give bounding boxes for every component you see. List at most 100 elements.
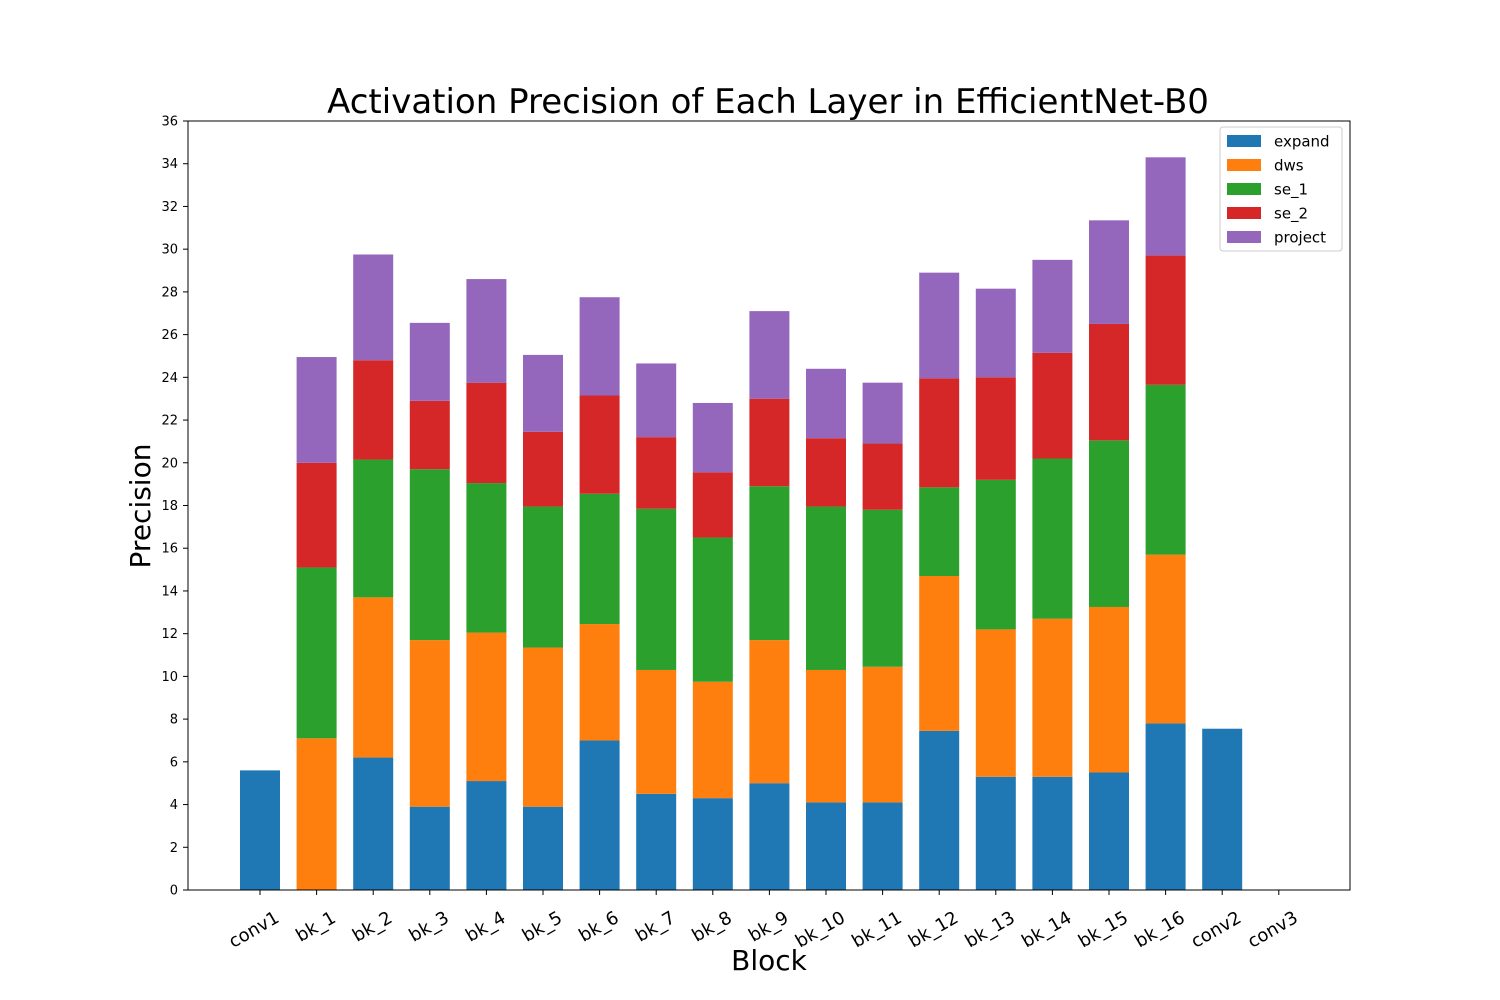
bar-expand-bk_15 [1089, 772, 1129, 890]
bar-expand-bk_4 [466, 781, 507, 890]
bar-expand-bk_2 [353, 757, 394, 890]
y-tick-label: 24 [161, 371, 178, 386]
bar-project-bk_13 [975, 288, 1016, 378]
bar-se_2-bk_8 [692, 472, 733, 538]
y-axis-label: Precision [124, 444, 157, 569]
bar-expand-bk_3 [409, 806, 450, 890]
legend-label-se_1: se_1 [1274, 181, 1308, 200]
y-tick-label: 8 [170, 713, 178, 728]
bar-se_2-bk_16 [1145, 255, 1186, 385]
bar-expand-bk_12 [919, 730, 960, 890]
bar-se_1-bk_13 [975, 479, 1016, 630]
bar-se_1-bk_11 [862, 509, 903, 667]
bar-se_1-bk_9 [749, 486, 790, 641]
x-tick-label: bk_4 [462, 907, 509, 946]
bar-dws-bk_11 [862, 666, 903, 803]
bar-expand-conv2 [1202, 728, 1243, 890]
bar-project-bk_1 [296, 357, 337, 463]
bar-se_1-bk_1 [296, 567, 337, 739]
bar-dws-bk_5 [523, 647, 563, 807]
bar-expand-bk_11 [862, 802, 903, 890]
legend-label-dws: dws [1274, 157, 1304, 175]
y-tick-label: 14 [161, 584, 178, 599]
bar-se_2-bk_2 [353, 360, 394, 460]
x-tick-label: bk_16 [1131, 907, 1188, 952]
x-axis-label: Block [731, 944, 808, 977]
y-tick-label: 28 [161, 285, 178, 300]
y-tick-label: 10 [161, 670, 178, 685]
bar-expand-bk_6 [579, 740, 620, 890]
bar-expand-bk_13 [975, 776, 1016, 890]
x-tick-label: bk_1 [292, 907, 339, 946]
legend-label-se_2: se_2 [1274, 205, 1308, 224]
bar-project-bk_3 [409, 322, 450, 401]
x-tick-label: bk_7 [632, 907, 679, 946]
x-tick-label: conv3 [1244, 907, 1302, 952]
legend-swatch-expand [1227, 135, 1261, 147]
bar-expand-bk_7 [636, 793, 677, 891]
bar-project-bk_10 [806, 368, 846, 439]
bar-dws-bk_3 [409, 640, 450, 807]
bar-se_2-bk_13 [975, 377, 1016, 480]
bar-se_1-bk_5 [523, 506, 563, 648]
bar-dws-bk_15 [1089, 606, 1129, 773]
x-tick-label: bk_9 [745, 907, 792, 946]
y-tick-label: 2 [170, 841, 178, 856]
bar-se_1-bk_15 [1089, 440, 1129, 607]
bar-se_2-bk_10 [806, 438, 846, 507]
x-tick-label: bk_3 [406, 907, 453, 946]
bar-expand-bk_8 [692, 798, 733, 890]
bar-project-bk_5 [523, 354, 563, 432]
bar-se_2-bk_3 [409, 400, 450, 470]
bar-se_1-bk_4 [466, 483, 507, 633]
y-tick-label: 36 [161, 115, 178, 130]
bar-project-bk_8 [692, 402, 733, 473]
bar-project-bk_11 [862, 382, 903, 444]
legend-swatch-se_1 [1227, 183, 1261, 195]
bar-se_1-bk_14 [1032, 458, 1073, 619]
bar-dws-bk_13 [975, 629, 1016, 777]
y-tick-label: 16 [161, 542, 178, 557]
y-tick-label: 20 [161, 456, 178, 471]
bar-project-bk_12 [919, 272, 960, 379]
legend-box [1219, 126, 1343, 252]
bar-dws-bk_7 [636, 669, 677, 794]
bar-se_2-bk_6 [579, 395, 620, 494]
bar-dws-bk_4 [466, 632, 507, 782]
x-tick-label: bk_2 [349, 907, 396, 946]
bar-dws-bk_1 [296, 738, 337, 890]
bar-se_1-bk_3 [409, 469, 450, 641]
x-tick-label: bk_11 [848, 907, 905, 952]
bar-se_2-bk_11 [862, 443, 903, 510]
bar-se_1-bk_7 [636, 508, 677, 670]
bar-expand-bk_16 [1145, 723, 1186, 890]
bar-se_1-bk_6 [579, 493, 620, 625]
bar-expand-bk_14 [1032, 776, 1073, 890]
x-tick-label: conv1 [225, 907, 283, 952]
x-tick-label: bk_5 [519, 907, 566, 946]
bar-expand-bk_9 [749, 783, 790, 890]
bar-project-bk_2 [353, 254, 394, 361]
bars [240, 157, 1243, 891]
legend-label-expand: expand [1274, 133, 1330, 151]
bar-expand-bk_10 [806, 802, 846, 890]
x-tick-label: bk_8 [689, 907, 736, 946]
legend-swatch-se_2 [1227, 207, 1261, 219]
bar-expand-conv1 [240, 770, 280, 890]
x-tick-label: bk_15 [1075, 907, 1132, 952]
bar-se_2-bk_4 [466, 382, 507, 484]
bar-se_2-bk_14 [1032, 352, 1073, 459]
y-tick-label: 18 [161, 499, 178, 514]
bar-project-bk_6 [579, 297, 620, 396]
y-tick-label: 0 [170, 884, 178, 899]
y-tick-label: 26 [161, 328, 178, 343]
bar-se_1-bk_16 [1145, 384, 1186, 555]
bar-project-bk_9 [749, 311, 790, 399]
bar-dws-bk_2 [353, 597, 394, 758]
x-tick-label: conv2 [1187, 907, 1245, 952]
bar-dws-bk_8 [692, 681, 733, 799]
x-tick-label: bk_12 [905, 907, 962, 952]
legend-swatch-dws [1227, 159, 1261, 171]
